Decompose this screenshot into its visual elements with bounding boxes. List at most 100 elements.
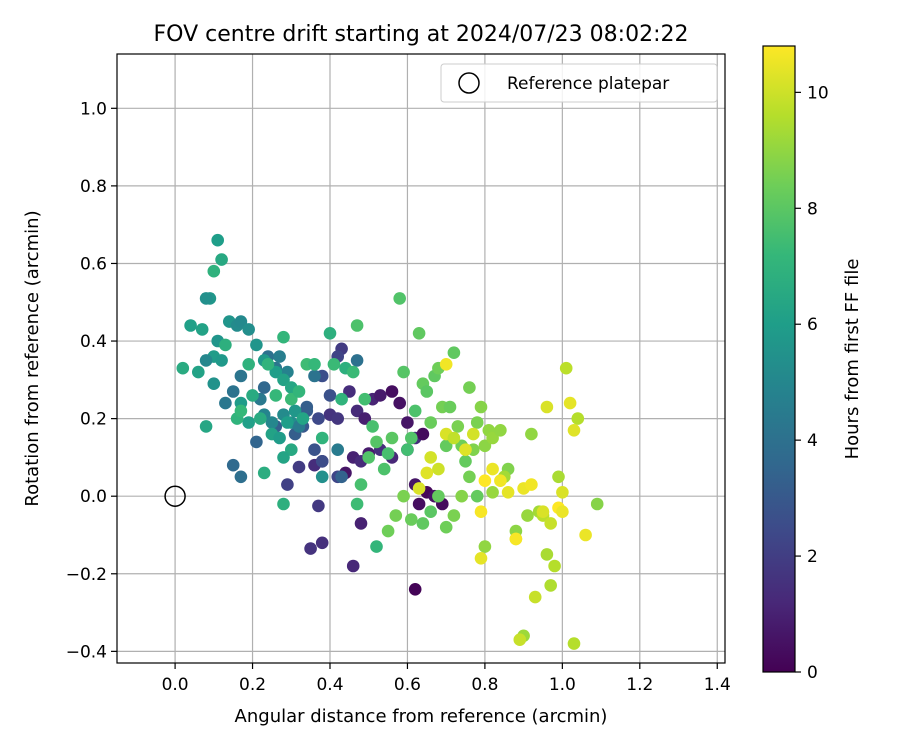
data-point — [292, 460, 306, 474]
data-point — [277, 373, 290, 387]
data-point — [269, 389, 283, 402]
data-point — [331, 443, 345, 457]
y-tick-label: −0.2 — [66, 565, 107, 585]
data-point — [412, 327, 426, 340]
data-point — [281, 478, 294, 491]
data-point — [416, 427, 430, 441]
data-point — [494, 474, 507, 488]
colorbar: 0 2 4 6 8 10 Hours from first FF file — [762, 45, 863, 683]
data-point — [381, 524, 395, 538]
data-point — [184, 319, 197, 332]
colorbar-gradient — [762, 45, 796, 673]
x-axis-label: Angular distance from reference (arcmin) — [235, 706, 608, 727]
x-ticks: 0.0 0.2 0.4 0.6 0.8 1.0 1.2 1.4 — [162, 663, 731, 695]
colorbar-tick-label: 10 — [807, 83, 829, 103]
data-point — [420, 385, 434, 398]
data-point — [393, 396, 407, 410]
colorbar-tick-label: 6 — [807, 315, 818, 335]
y-tick-label: −0.4 — [66, 642, 107, 662]
data-point — [439, 358, 453, 371]
data-point — [296, 412, 310, 425]
data-point — [389, 509, 403, 522]
data-point — [474, 400, 488, 414]
y-tick-label: 1.0 — [80, 99, 107, 119]
data-point — [494, 424, 507, 437]
data-point — [226, 385, 240, 398]
data-point — [424, 451, 438, 464]
data-point — [335, 470, 348, 484]
y-tick-label: 0.2 — [80, 410, 107, 430]
data-point — [556, 486, 569, 499]
data-point — [246, 389, 259, 402]
data-points — [164, 233, 604, 650]
data-point — [447, 509, 461, 522]
data-point — [242, 358, 255, 371]
data-point — [308, 443, 321, 457]
data-point — [304, 542, 317, 555]
x-tick-label: 1.4 — [704, 675, 731, 695]
data-point — [509, 532, 523, 546]
data-point — [312, 499, 325, 513]
data-point — [277, 451, 290, 464]
data-point — [315, 455, 329, 468]
data-point — [459, 443, 472, 457]
data-point — [315, 431, 329, 445]
data-point — [385, 385, 399, 398]
data-point — [366, 420, 379, 433]
data-point — [447, 346, 461, 360]
data-point — [405, 431, 418, 445]
data-point — [350, 497, 364, 511]
data-point — [370, 540, 383, 553]
x-tick-label: 1.2 — [626, 675, 653, 695]
colorbar-ticks: 0 2 4 6 8 10 — [795, 83, 829, 683]
chart-title: FOV centre drift starting at 2024/07/23 … — [154, 22, 689, 47]
data-point — [331, 412, 345, 425]
data-point — [478, 474, 492, 488]
data-point — [451, 420, 465, 433]
data-point — [567, 424, 581, 437]
data-point — [226, 458, 240, 472]
data-point — [211, 233, 224, 247]
plot-frame — [116, 53, 726, 664]
x-tick-label: 0.4 — [316, 675, 343, 695]
data-point — [385, 431, 399, 445]
data-point — [416, 517, 430, 530]
data-point — [362, 451, 376, 464]
data-point — [312, 412, 325, 425]
data-point — [199, 420, 213, 433]
data-point — [315, 536, 329, 550]
data-point — [408, 583, 422, 596]
data-point — [571, 412, 585, 425]
data-point — [590, 497, 604, 511]
data-point — [215, 354, 228, 367]
data-point — [285, 443, 298, 457]
data-point — [215, 253, 228, 266]
data-point — [424, 416, 438, 429]
data-point — [474, 552, 488, 565]
data-point — [544, 579, 557, 592]
data-point — [467, 427, 480, 441]
data-point — [540, 400, 554, 414]
data-point — [544, 517, 557, 530]
colorbar-tick-label: 8 — [807, 199, 818, 219]
data-point — [420, 466, 434, 480]
data-point — [525, 427, 538, 441]
data-point — [273, 350, 286, 363]
data-point — [439, 439, 453, 453]
data-point — [424, 505, 438, 518]
data-point — [269, 365, 283, 379]
x-tick-label: 0.8 — [471, 675, 498, 695]
data-point — [501, 486, 515, 499]
data-point — [346, 559, 360, 573]
data-point — [346, 365, 360, 379]
data-point — [195, 323, 209, 336]
data-point — [474, 505, 488, 518]
data-point — [234, 369, 248, 383]
data-point — [350, 319, 364, 332]
data-point — [250, 338, 263, 352]
data-point — [536, 505, 550, 518]
data-point — [528, 590, 542, 604]
data-point — [277, 497, 290, 511]
